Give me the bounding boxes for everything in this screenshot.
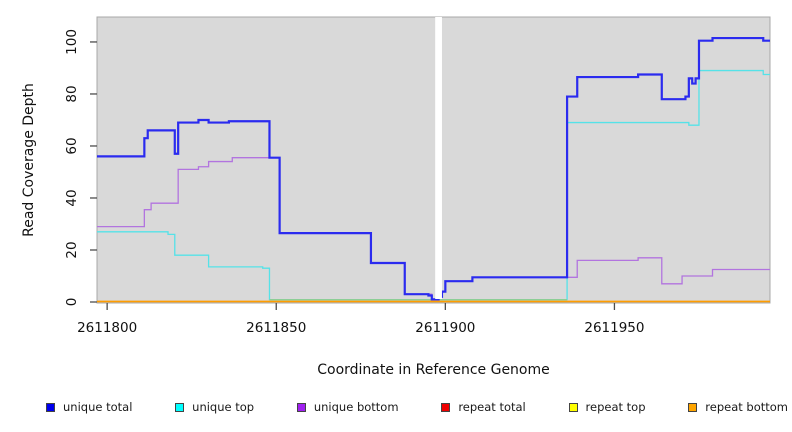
- y-tick-label: 60: [64, 137, 80, 154]
- legend-swatch-icon: [46, 402, 55, 412]
- y-tick-label: 40: [64, 189, 80, 206]
- y-tick-label: 0: [64, 298, 80, 307]
- legend-label: unique total: [63, 400, 133, 414]
- x-tick-label: 2611850: [246, 320, 306, 336]
- legend-item-unique-total: unique total: [46, 400, 132, 414]
- legend-swatch-icon: [175, 402, 185, 412]
- legend-swatch-icon: [296, 402, 306, 412]
- x-axis-label: Coordinate in Reference Genome: [317, 362, 550, 378]
- y-axis-label: Read Coverage Depth: [21, 83, 37, 237]
- legend-label: repeat total: [458, 400, 526, 414]
- legend-item-repeat-top: repeat top: [568, 400, 646, 414]
- legend-label: unique bottom: [313, 400, 399, 414]
- legend-swatch-icon: [441, 402, 451, 412]
- legend-item-repeat-total: repeat total: [441, 400, 526, 414]
- x-tick-label: 2611900: [415, 320, 475, 336]
- legend-swatch-icon: [568, 402, 578, 412]
- legend-label: repeat bottom: [705, 400, 788, 414]
- legend-item-repeat-bottom: repeat bottom: [688, 400, 788, 414]
- legend-label: repeat top: [585, 400, 646, 414]
- legend-item-unique-bottom: unique bottom: [296, 400, 399, 414]
- plot-panel: [96, 16, 771, 304]
- x-tick-label: 2611800: [77, 320, 137, 336]
- legend-item-unique-top: unique top: [175, 400, 254, 414]
- y-tick-label: 100: [64, 29, 80, 55]
- series-line-unique-top: [97, 69, 770, 301]
- y-tick-label: 20: [64, 241, 80, 258]
- legend: unique total unique top unique bottom repea…: [46, 397, 788, 417]
- masked-gap-band: [435, 17, 442, 299]
- y-tick-label: 80: [64, 85, 80, 102]
- legend-swatch-icon: [688, 402, 698, 412]
- legend-label: unique top: [192, 400, 255, 414]
- x-tick-label: 2611950: [584, 320, 644, 336]
